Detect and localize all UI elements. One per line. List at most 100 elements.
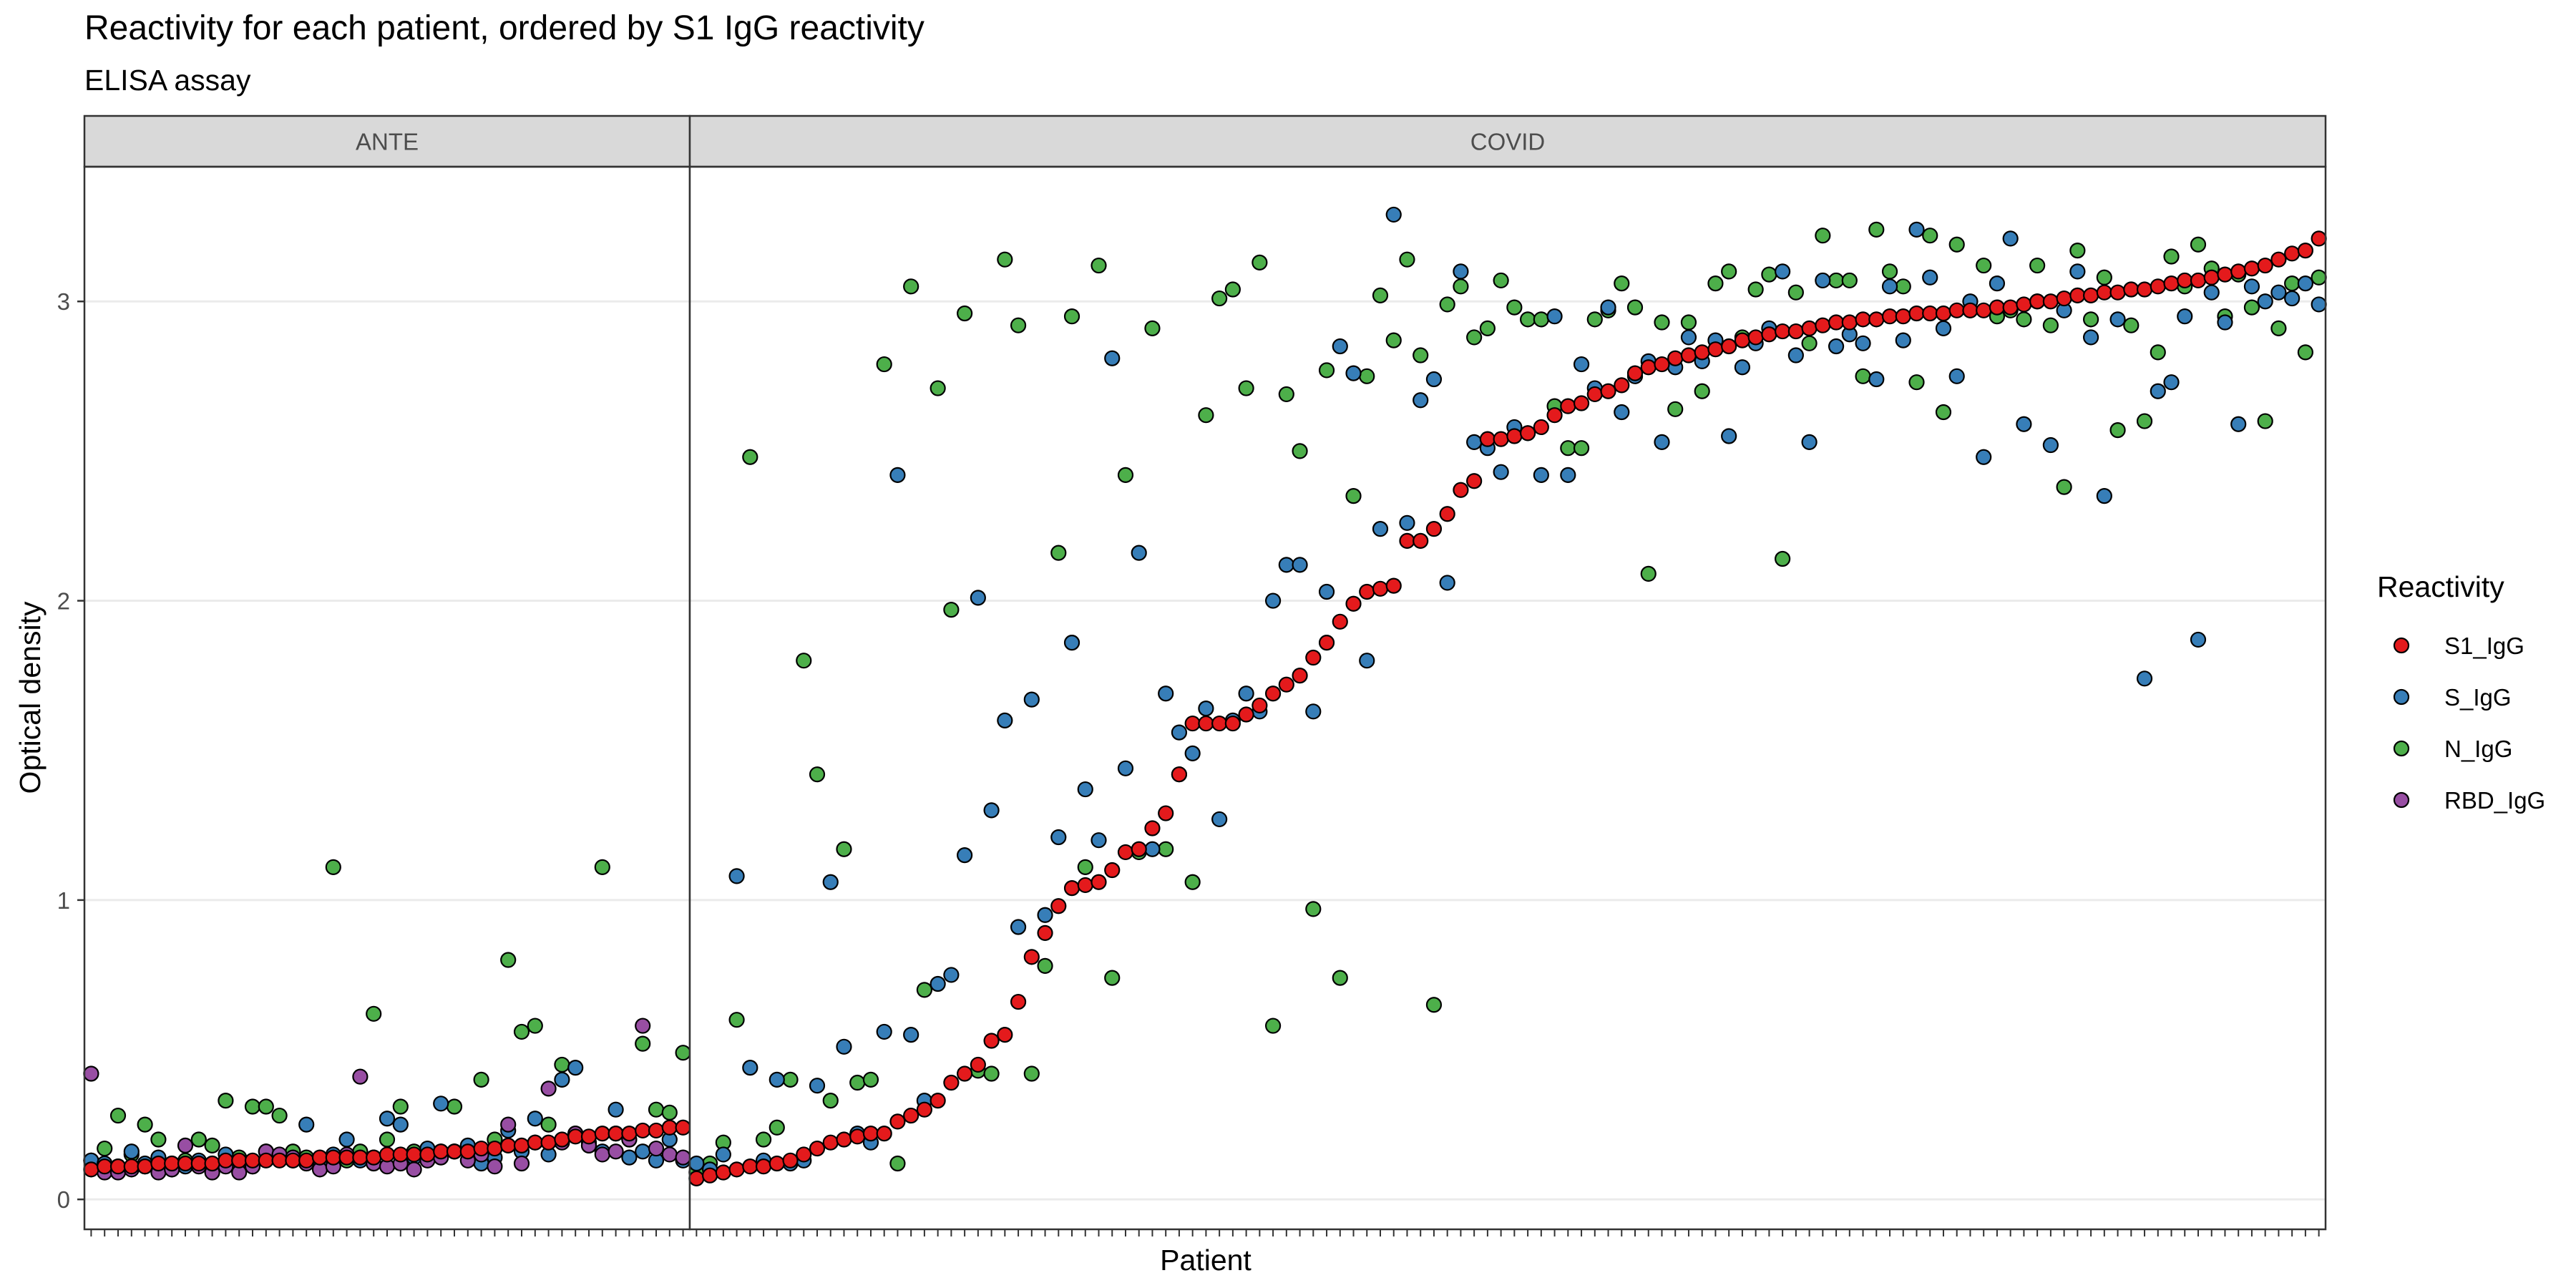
data-point — [876, 1126, 892, 1142]
data-point — [2096, 269, 2112, 286]
data-point — [338, 1131, 355, 1148]
data-point — [1640, 565, 1657, 582]
data-point — [1922, 228, 1938, 244]
data-point — [2311, 269, 2327, 286]
data-point — [1855, 335, 1871, 351]
data-point — [1332, 970, 1348, 986]
data-point — [1238, 706, 1254, 723]
legend-marker — [2393, 791, 2410, 809]
data-point — [1815, 228, 1831, 244]
legend-item-rbd-igg: RBD_IgG — [2393, 787, 2545, 814]
data-point — [809, 1078, 826, 1094]
data-point — [500, 1137, 517, 1153]
data-point — [943, 967, 960, 983]
data-point — [1305, 901, 1322, 917]
legend-label: S_IgG — [2444, 684, 2512, 711]
data-point — [594, 859, 610, 875]
data-point — [635, 1018, 651, 1034]
data-point — [1948, 236, 1965, 253]
data-point — [1479, 320, 1496, 336]
data-point — [1868, 311, 1885, 328]
data-point — [1131, 545, 1147, 561]
data-point — [836, 1038, 852, 1055]
data-point — [2297, 275, 2313, 292]
data-point — [769, 1155, 785, 1172]
data-point — [1010, 993, 1027, 1010]
data-point — [2016, 416, 2032, 432]
data-point — [1425, 997, 1443, 1013]
facet-strip-label: ANTE — [356, 129, 419, 155]
data-point — [1493, 431, 1509, 447]
data-point — [769, 1119, 785, 1136]
data-point — [1399, 251, 1415, 268]
data-point — [1734, 332, 1751, 348]
data-point — [1787, 284, 1804, 301]
data-point — [2257, 413, 2273, 429]
data-point — [1976, 449, 1992, 465]
data-point — [862, 1126, 879, 1142]
data-point — [1721, 263, 1737, 280]
data-point — [1224, 281, 1241, 298]
data-point — [2297, 344, 2313, 361]
data-point — [2136, 670, 2153, 687]
data-point — [218, 1152, 234, 1169]
data-point — [970, 590, 986, 606]
data-point — [1828, 314, 1845, 331]
data-point — [1881, 308, 1898, 325]
y-tick-label: 0 — [57, 1186, 70, 1213]
data-point — [1063, 880, 1080, 897]
data-point — [1734, 359, 1751, 376]
data-point — [728, 1012, 745, 1028]
data-point — [1453, 278, 1469, 295]
data-point — [2150, 278, 2166, 295]
data-point — [648, 1140, 665, 1157]
data-point — [1010, 919, 1027, 935]
data-point — [1037, 907, 1053, 923]
legend-item-n-igg: N_IgG — [2393, 736, 2512, 762]
data-point — [500, 952, 517, 968]
data-point — [2002, 299, 2019, 316]
data-point — [635, 1143, 651, 1160]
data-point — [379, 1111, 396, 1127]
data-point — [2042, 293, 2059, 310]
data-point — [298, 1116, 315, 1133]
data-point — [742, 1158, 758, 1175]
y-axis-label: Optical density — [14, 601, 47, 794]
data-point — [366, 1005, 382, 1022]
data-point — [1158, 805, 1174, 821]
data-point — [1707, 341, 1724, 358]
data-point — [433, 1096, 449, 1112]
data-point — [648, 1101, 665, 1118]
panel-covid: COVID — [688, 114, 2327, 1236]
data-point — [1600, 383, 1616, 399]
legend-label: N_IgG — [2444, 736, 2512, 762]
data-point — [822, 874, 839, 890]
data-point — [1345, 365, 1362, 381]
data-point — [1560, 440, 1576, 457]
data-point — [2016, 311, 2032, 328]
data-point — [1010, 317, 1027, 333]
data-point — [1680, 347, 1697, 364]
data-point — [1050, 545, 1067, 561]
data-point — [1425, 371, 1443, 388]
data-point — [1399, 514, 1415, 531]
data-point — [513, 1155, 530, 1172]
data-point — [1667, 350, 1684, 366]
data-point — [177, 1155, 194, 1172]
data-point — [2190, 631, 2207, 648]
data-point — [1828, 338, 1845, 355]
data-point — [1453, 482, 1469, 498]
data-point — [258, 1098, 274, 1115]
data-point — [1533, 467, 1549, 483]
data-point — [1385, 577, 1402, 594]
data-point — [1171, 724, 1188, 741]
data-point — [1922, 269, 1938, 286]
series-s-igg — [688, 206, 2327, 1178]
data-point — [1654, 314, 1670, 331]
data-point — [1292, 557, 1308, 573]
data-point — [2203, 269, 2220, 286]
data-point — [742, 449, 758, 465]
data-point — [1117, 760, 1134, 776]
data-point — [621, 1149, 638, 1166]
data-point — [554, 1056, 570, 1073]
